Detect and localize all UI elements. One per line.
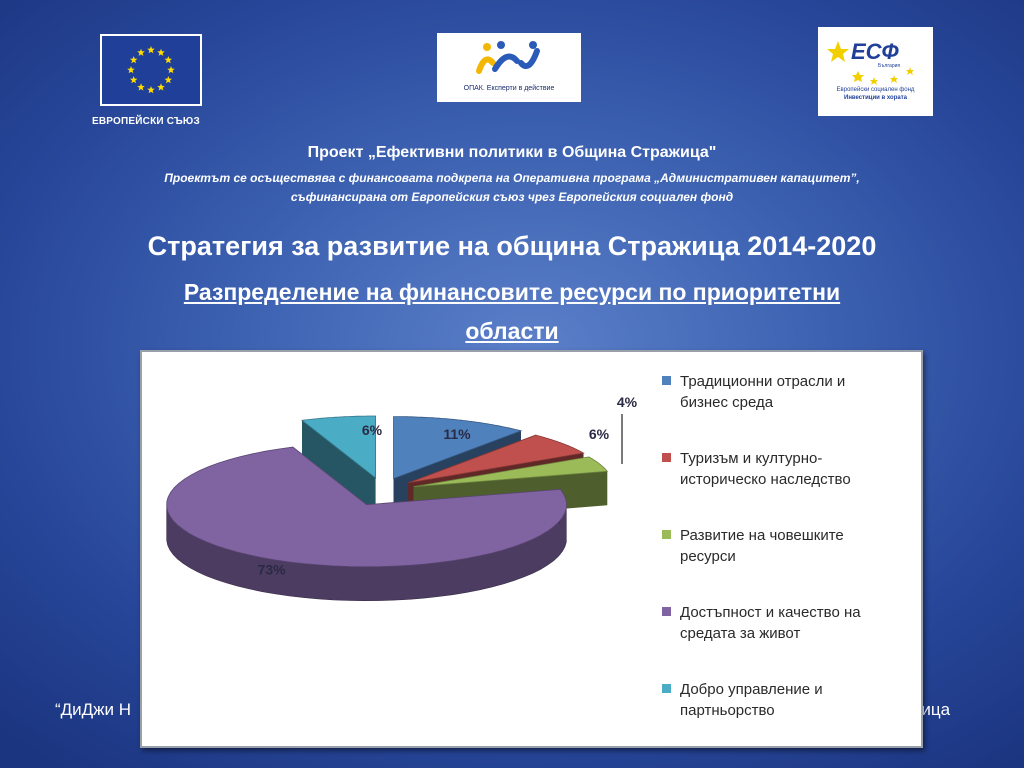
eu-star-icon	[147, 86, 155, 94]
esf-star-icon	[827, 41, 914, 85]
slice-data-label: 73%	[258, 562, 287, 578]
legend-swatch	[662, 453, 671, 462]
slice-data-label: 6%	[362, 422, 383, 438]
eu-star-icon	[157, 83, 165, 91]
project-subtitle-1: Проектът се осъществява с финансовата по…	[164, 171, 860, 185]
esf-country: България	[878, 63, 901, 69]
eu-star-icon	[164, 56, 173, 64]
legend-label: Традиционни отрасли и	[680, 373, 845, 390]
slice-data-label: 6%	[589, 426, 610, 442]
opak-logo: ОПАК. Експерти в действие	[437, 33, 581, 102]
legend-label: историческо наследство	[680, 471, 851, 488]
eu-star-icon	[129, 76, 138, 84]
legend-swatch	[662, 530, 671, 539]
slice-data-label: 11%	[443, 426, 471, 442]
esf-wordmark: ЕСФ	[851, 39, 899, 64]
pie-slice-3	[413, 456, 609, 488]
eu-star-icon	[167, 66, 175, 74]
legend-label: Достъпност и качество на	[680, 604, 861, 621]
esf-logo: ЕСФ България Европейски социален фонд Ин…	[818, 27, 933, 116]
opak-figures-icon	[476, 41, 540, 74]
eu-flag-logo	[100, 34, 202, 106]
eu-star-icon	[157, 48, 165, 56]
slice-data-label: 4%	[617, 394, 638, 410]
eu-star-icon	[127, 66, 135, 74]
project-title: Проект „Ефективни политики в Община Стра…	[307, 144, 717, 161]
legend-label: бизнес среда	[680, 394, 774, 411]
eu-caption: ЕВРОПЕЙСКИ СЪЮЗ	[92, 116, 200, 127]
legend-label: партньорство	[680, 702, 775, 719]
project-subtitle-2: съфинансирана от Европейския съюз чрез Е…	[290, 190, 734, 204]
main-title: Стратегия за развитие на община Стражица…	[147, 231, 877, 261]
legend-swatch	[662, 607, 671, 616]
eu-star-icon	[147, 46, 155, 54]
legend-label: Развитие на човешките	[680, 527, 844, 544]
legend-swatch	[662, 684, 671, 693]
legend-label: ресурси	[680, 548, 736, 565]
footer-text-left: “ДиДжи Н	[55, 700, 132, 719]
subtitle-line-1: Разпределение на финансовите ресурси по …	[183, 279, 841, 305]
eu-star-icon	[164, 76, 173, 84]
esf-line-2: Инвестиции в хората	[844, 95, 907, 101]
eu-stars-icon	[127, 46, 175, 94]
pie-slice-2	[408, 434, 585, 484]
pie-slice-1	[393, 416, 523, 480]
pie-slice-cut	[302, 420, 376, 512]
legend-label: средата за живот	[680, 625, 800, 642]
eu-star-icon	[137, 83, 145, 91]
pie-slice-4	[166, 446, 567, 568]
legend-swatch	[662, 376, 671, 385]
eu-flag-field	[102, 36, 200, 104]
subtitle-line-2: области	[465, 318, 559, 344]
pie-chart: 11% 6% 4% 73% 6% Традиционни отрасли и бизнес…	[166, 373, 861, 719]
chart-panel: 11% 6% 4% 73% 6% Традиционни отрасли и бизнес…	[140, 350, 923, 748]
eu-star-icon	[137, 48, 145, 56]
opak-caption: ОПАК. Експерти в действие	[463, 85, 555, 92]
legend-label: Туризъм и културно-	[680, 450, 822, 467]
eu-star-icon	[129, 56, 138, 64]
pie-slice-5	[300, 415, 376, 479]
esf-line-1: Европейски социален фонд	[836, 87, 915, 93]
legend-label: Добро управление и	[680, 681, 823, 698]
